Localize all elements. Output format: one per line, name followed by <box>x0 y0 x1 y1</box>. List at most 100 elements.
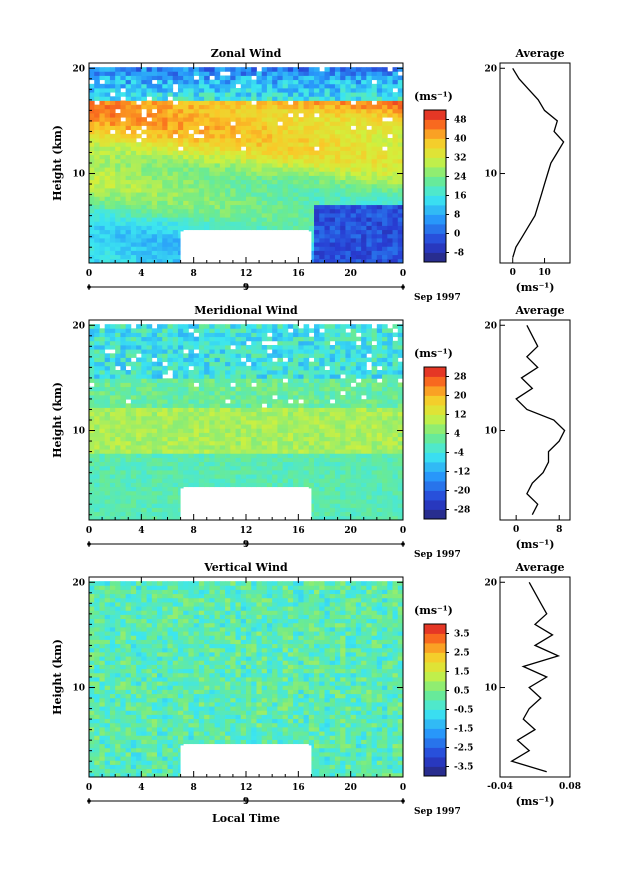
heatmap-cell <box>371 75 378 81</box>
heatmap-cell <box>345 150 352 156</box>
heatmap-cell <box>350 171 357 176</box>
heatmap-cell <box>219 361 226 367</box>
heatmap-cell <box>157 183 163 189</box>
heatmap-cell <box>266 79 273 85</box>
heatmap-cell <box>293 100 299 106</box>
heatmap-cell <box>392 129 399 135</box>
heatmap-cell <box>235 200 242 206</box>
heatmap-cell <box>167 495 174 500</box>
heatmap-cell <box>214 390 221 396</box>
heatmap-cell <box>214 349 221 354</box>
heatmap-cell <box>282 129 289 135</box>
heatmap-cell <box>314 192 320 197</box>
heatmap-cell <box>136 474 142 479</box>
heatmap-cell <box>177 399 184 404</box>
heatmap-cell <box>282 340 289 346</box>
heatmap-cell <box>303 365 310 371</box>
heatmap-cell <box>162 332 168 338</box>
heatmap-cell <box>225 403 231 408</box>
heatmap-cell <box>251 403 257 408</box>
heatmap-cell <box>272 67 278 72</box>
heatmap-cell <box>130 349 137 354</box>
heatmap-cell <box>136 370 142 375</box>
heatmap-cell <box>104 217 111 222</box>
heatmap-cell <box>371 499 378 504</box>
heatmap-cell <box>136 75 142 81</box>
heatmap-cell <box>308 83 315 89</box>
heatmap-cell <box>172 71 179 76</box>
heatmap-cell <box>146 158 153 164</box>
heatmap-cell <box>329 349 336 354</box>
heatmap-cell <box>277 445 284 450</box>
heatmap-cell <box>94 382 100 388</box>
heatmap-cell <box>177 163 184 168</box>
heatmap-cell <box>125 340 132 346</box>
heatmap-cell <box>334 432 341 438</box>
heatmap-cell <box>225 407 231 413</box>
heatmap-cell <box>183 453 189 458</box>
heatmap-cell <box>99 461 106 467</box>
heatmap-cell <box>183 88 189 93</box>
heatmap-cell <box>94 92 100 97</box>
heatmap-cell <box>246 324 252 329</box>
heatmap-cell <box>125 71 132 76</box>
heatmap-cell <box>172 340 179 346</box>
heatmap-cell <box>334 213 341 218</box>
heatmap-cell <box>366 345 372 350</box>
heatmap-cell <box>214 357 221 363</box>
heatmap-cell <box>225 445 231 450</box>
heatmap-cell <box>157 365 163 371</box>
heatmap-cell <box>319 117 325 122</box>
heatmap-cell <box>282 415 289 421</box>
colorbar-band <box>424 186 446 196</box>
heatmap-cell <box>188 183 195 189</box>
heatmap-cell <box>94 453 100 458</box>
heatmap-cell <box>230 163 236 168</box>
heatmap-cell <box>109 495 116 500</box>
heatmap-cell <box>366 515 372 521</box>
heatmap-cell <box>240 150 247 156</box>
heatmap-cell <box>198 158 205 164</box>
heatmap-cell <box>324 92 331 97</box>
heatmap-cell <box>303 440 310 446</box>
heatmap-cell <box>387 250 393 256</box>
heatmap-cell <box>277 125 284 131</box>
heatmap-cell <box>120 179 127 185</box>
heatmap-cell <box>172 486 179 492</box>
heatmap-cell <box>376 117 383 122</box>
heatmap-cell <box>109 374 116 379</box>
heatmap-cell <box>188 340 195 346</box>
heatmap-cell <box>361 188 367 193</box>
heatmap-cell <box>371 453 378 458</box>
heatmap-cell <box>198 424 205 429</box>
heatmap-cell <box>303 88 310 93</box>
heatmap-cell <box>319 254 325 260</box>
heatmap-cell <box>329 365 336 371</box>
heatmap-cell <box>350 436 357 442</box>
heatmap-cell <box>146 79 153 85</box>
heatmap-cell <box>193 436 200 442</box>
x-tick-label: 20 <box>344 269 357 279</box>
heatmap-cell <box>177 217 184 222</box>
heatmap-cell <box>355 96 362 101</box>
heatmap-cell <box>261 100 268 106</box>
heatmap-cell <box>261 171 268 176</box>
heatmap-cell <box>282 208 289 214</box>
heatmap-cell <box>293 225 299 231</box>
heatmap-cell <box>130 465 137 471</box>
heatmap-cell <box>266 196 273 201</box>
heatmap-cell <box>177 353 184 358</box>
heatmap-cell <box>177 436 184 442</box>
heatmap-cell <box>219 75 226 81</box>
heatmap-cell <box>230 88 236 93</box>
heatmap-cell <box>345 420 352 425</box>
heatmap-cell <box>251 440 257 446</box>
heatmap-cell <box>251 108 257 114</box>
heatmap-cell <box>287 457 294 463</box>
heatmap-cell <box>392 100 399 106</box>
heatmap-cell <box>366 457 372 463</box>
heatmap-cell <box>157 258 163 264</box>
heatmap-cell <box>350 133 357 139</box>
heatmap-cell <box>235 445 242 450</box>
heatmap-cell <box>130 113 137 118</box>
